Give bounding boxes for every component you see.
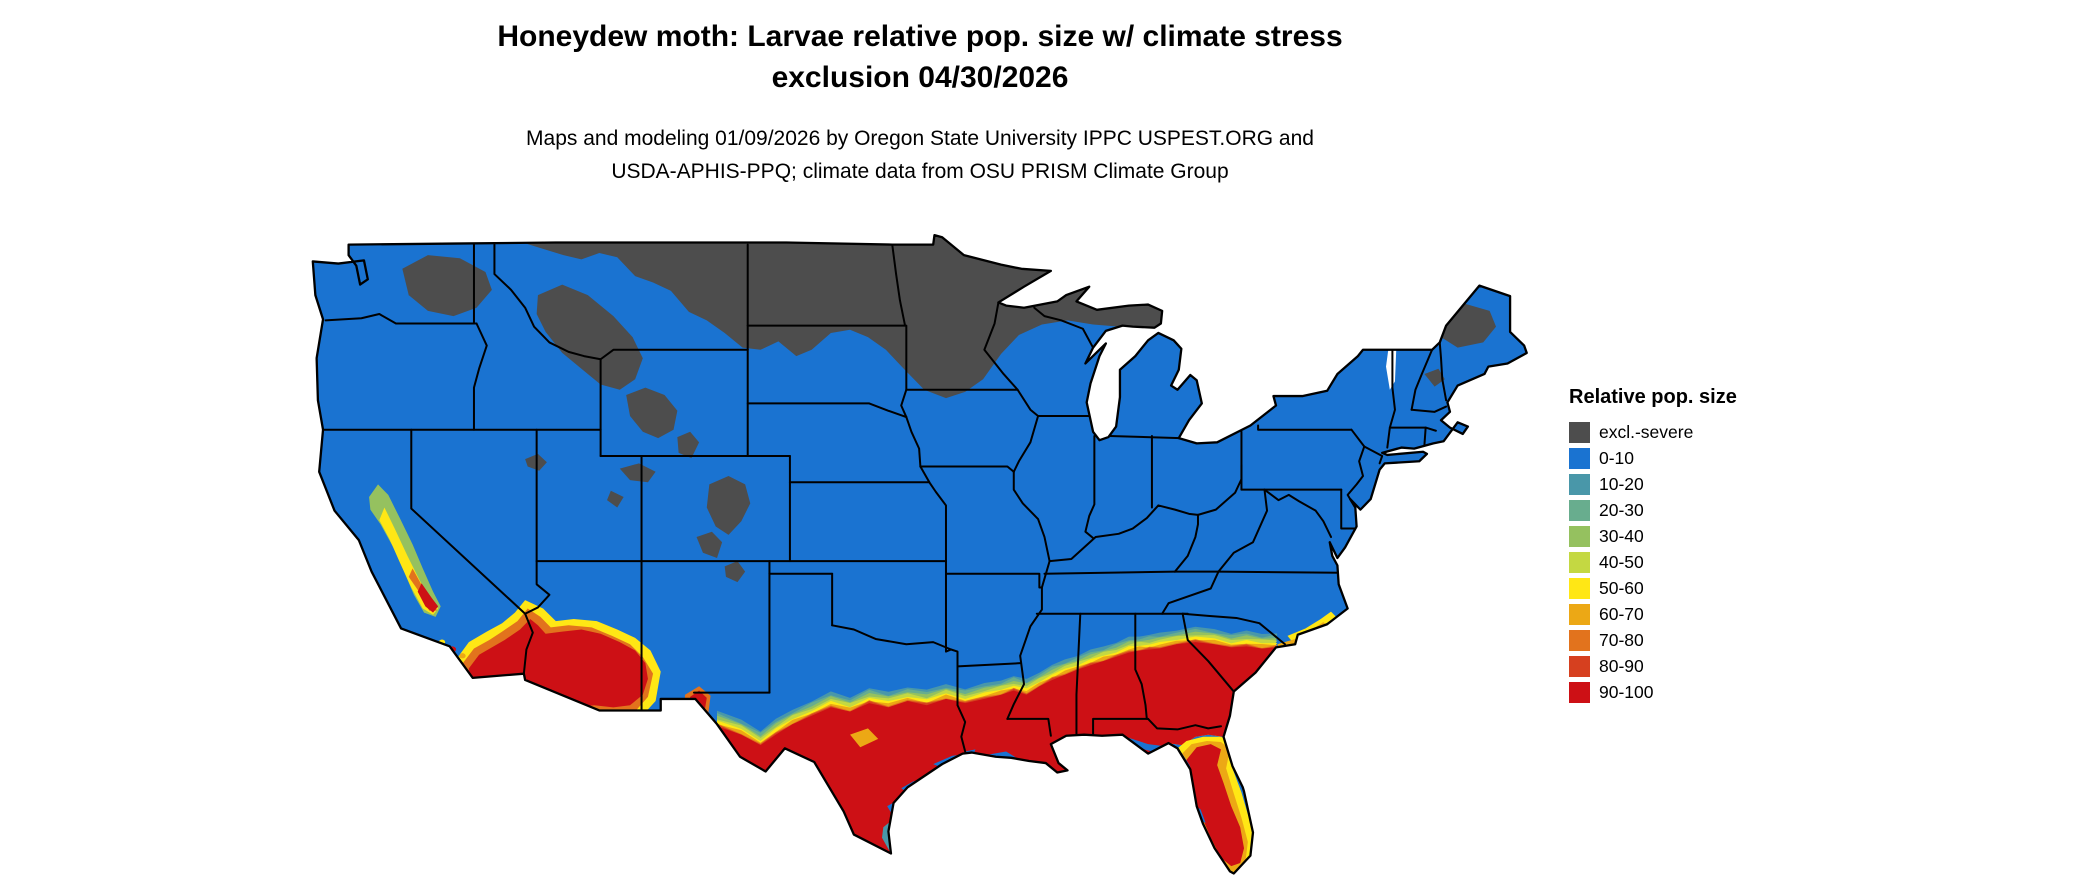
legend-items: excl.-severe 0-10 10-20 20-30 30-40 40-50 50-6… <box>1569 419 1737 705</box>
legend-swatch <box>1569 577 1590 599</box>
legend-item: 10-20 <box>1569 471 1737 497</box>
legend-swatch <box>1569 551 1590 573</box>
map-subtitle-line1: Maps and modeling 01/09/2026 by Oregon S… <box>526 127 1314 150</box>
legend-label: 30-40 <box>1599 525 1644 546</box>
legend-label: 90-100 <box>1599 681 1654 702</box>
legend-label: 10-20 <box>1599 473 1644 494</box>
legend-item: excl.-severe <box>1569 419 1737 445</box>
legend-item: 20-30 <box>1569 497 1737 523</box>
legend-swatch <box>1569 655 1590 677</box>
legend-label: 40-50 <box>1599 551 1644 572</box>
legend-swatch <box>1569 499 1590 521</box>
legend-swatch <box>1569 629 1590 651</box>
map-title-line2: exclusion 04/30/2026 <box>771 61 1069 94</box>
legend-label: excl.-severe <box>1599 421 1694 442</box>
legend-item: 40-50 <box>1569 549 1737 575</box>
legend-label: 80-90 <box>1599 655 1644 676</box>
legend-swatch <box>1569 681 1590 703</box>
legend-label: 60-70 <box>1599 603 1644 624</box>
legend-swatch <box>1569 447 1590 469</box>
legend: Relative pop. size excl.-severe 0-10 10-20… <box>1569 386 1737 705</box>
legend-title: Relative pop. size <box>1569 386 1737 408</box>
legend-item: 0-10 <box>1569 445 1737 471</box>
legend-swatch <box>1569 473 1590 495</box>
legend-item: 50-60 <box>1569 575 1737 601</box>
legend-label: 20-30 <box>1599 499 1644 520</box>
legend-label: 50-60 <box>1599 577 1644 598</box>
legend-swatch <box>1569 525 1590 547</box>
legend-item: 80-90 <box>1569 653 1737 679</box>
title-block: Honeydew moth: Larvae relative pop. size… <box>0 16 1840 98</box>
us-map <box>300 232 1528 884</box>
legend-swatch <box>1569 603 1590 625</box>
legend-item: 30-40 <box>1569 523 1737 549</box>
us-map-container <box>300 232 1528 884</box>
legend-item: 60-70 <box>1569 601 1737 627</box>
legend-item: 90-100 <box>1569 679 1737 705</box>
legend-item: 70-80 <box>1569 627 1737 653</box>
legend-label: 0-10 <box>1599 447 1635 468</box>
map-title-line1: Honeydew moth: Larvae relative pop. size… <box>497 20 1343 53</box>
legend-swatch <box>1569 421 1590 443</box>
map-subtitle-line2: USDA-APHIS-PPQ; climate data from OSU PR… <box>611 160 1229 183</box>
subtitle-block: Maps and modeling 01/09/2026 by Oregon S… <box>0 122 1840 188</box>
legend-label: 70-80 <box>1599 629 1644 650</box>
